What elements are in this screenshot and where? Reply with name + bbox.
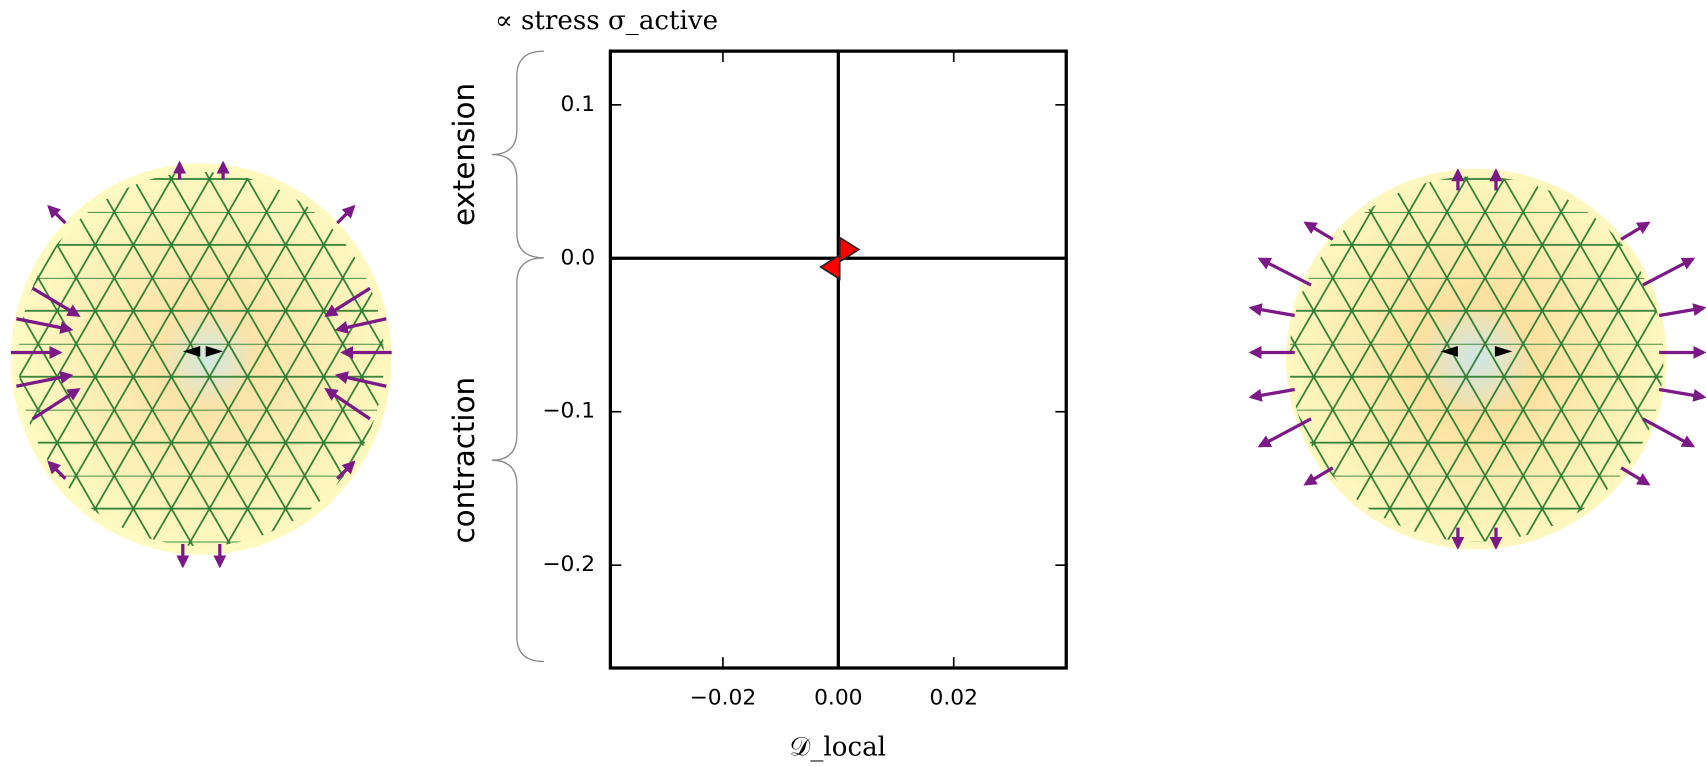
annotation: extension [447,83,481,226]
point [838,236,861,263]
x-tick-label: 0.00 [814,685,862,710]
brace [491,257,545,663]
y-tick-label: −0.2 [542,552,595,577]
annotation: contraction [447,377,481,544]
x-tick-label: −0.02 [690,685,757,710]
y-tick-label: −0.1 [542,399,595,424]
right-mesh [1248,168,1706,550]
x-tick-label: 0.02 [929,685,977,710]
brace [491,50,545,259]
x-axis-label: 𝒟_local [790,733,887,763]
y-tick-label: 0.1 [561,92,596,117]
title: ∝ stress σ_active [495,6,718,36]
point [819,253,841,281]
y-tick-label: 0.0 [561,245,596,270]
left-mesh [10,160,392,569]
axes-frame [608,49,1068,670]
